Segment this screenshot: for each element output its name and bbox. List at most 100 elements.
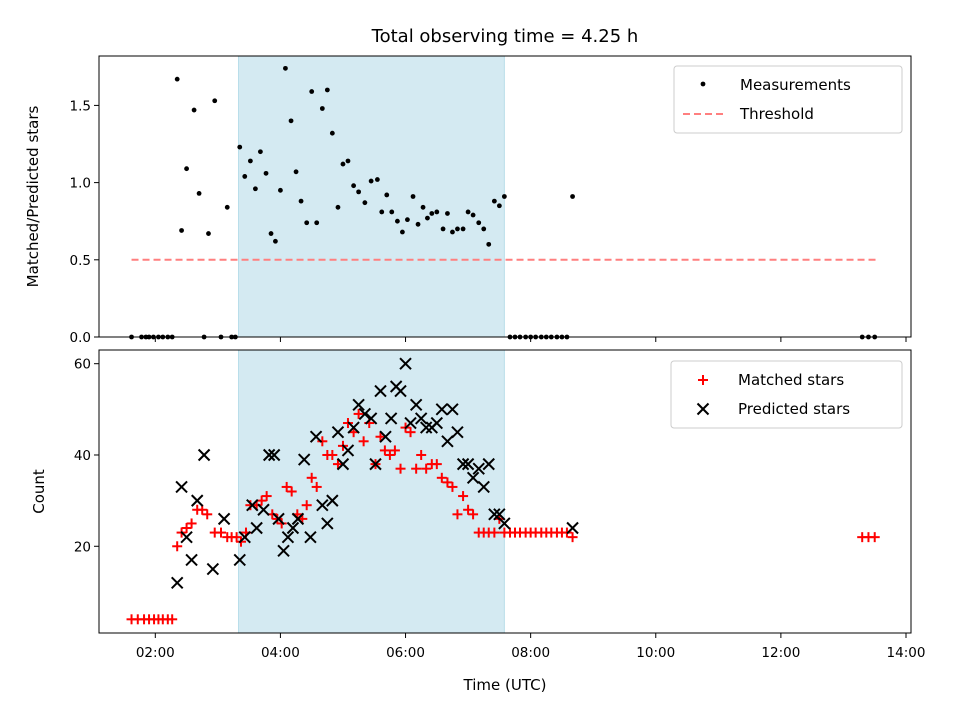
predicted-star-point [321,517,334,530]
count-panel-frame [98,349,912,634]
matched-star-point [286,486,297,497]
matched-star-point [421,463,432,474]
measurement-point [470,212,476,218]
measurement-point [179,228,184,233]
measurement-point [570,194,575,199]
matched-star-point [256,495,267,506]
measurement-point [298,198,304,204]
measurement-point [384,192,390,198]
measurement-point [174,76,180,82]
predicted-star-point [185,553,198,567]
predicted-star-point [206,562,220,576]
y-tick-label: 60 [74,357,91,373]
y-tick-label: 40 [74,448,91,464]
measurement-point [288,118,294,124]
legend-predicted-marker [696,402,710,416]
predicted-star-point [197,448,211,462]
measurement-point [196,191,202,196]
x-tick-label: 04:00 [261,645,300,661]
measurement-point [191,107,197,113]
predicted-star-point [238,530,251,544]
measurement-point [410,194,416,199]
measurement-point [345,158,351,164]
matched-star-point [301,500,312,511]
measurement-point [486,241,492,247]
measurement-point [329,130,335,136]
legend-threshold-label: Threshold [739,105,814,123]
measurement-point [206,231,211,236]
measurement-point [283,65,288,71]
predicted-star-point [409,398,423,411]
matched-star-point [452,509,463,520]
predicted-star-point [441,435,454,448]
ratio-legend: Measurements Threshold [673,65,903,134]
legend-measurements-marker [700,81,706,87]
y-tick-label: 1.0 [70,176,91,192]
measurement-point [252,186,258,192]
measurement-point [481,226,487,232]
x-tick-label: 12:00 [761,645,800,661]
measurement-point [445,211,450,216]
predicted-star-point [170,576,184,589]
matched-star-point [395,463,406,474]
matched-star-point [332,459,343,470]
matched-star-point [442,477,453,488]
predicted-star-point [336,457,350,471]
measurement-point [501,194,507,199]
count-legend-box [670,360,903,429]
predicted-star-point [217,512,231,526]
x-tick-label: 14:00 [887,645,926,661]
measurement-point [460,226,466,232]
predicted-star-point [267,448,281,462]
measurement-point [293,169,299,175]
measurement-point [237,144,243,150]
predicted-star-point [297,453,311,466]
matched-star-point [202,509,213,520]
predicted-star-point [331,425,345,439]
predicted-star-point [233,553,246,567]
matched-star-point [327,449,338,460]
measurement-point [379,209,385,215]
measurement-point [420,204,426,210]
predicted-star-point [175,480,188,494]
legend-predicted-label: Predicted stars [738,400,850,418]
measurement-point [400,229,405,235]
predicted-star-point [180,530,193,544]
predicted-star-point [404,416,417,430]
predicted-star-point [369,457,382,471]
matched-star-point [276,518,287,529]
predicted-star-point [374,384,387,398]
measurement-point [465,209,471,215]
matched-star-point [281,481,292,492]
predicted-star-point [566,521,579,535]
observing-window-span-lower [238,349,505,634]
predicted-star-point [446,403,459,416]
matched-star-point [384,449,395,460]
legend-cross-glyph [696,402,710,416]
x-tick-label: 10:00 [636,645,675,661]
predicted-star-point [414,412,428,425]
count-legend: Matched stars Predicted stars [670,360,903,429]
matched-star-point [375,431,386,442]
predicted-star-point [435,403,449,416]
predicted-star-point [394,384,407,398]
measurement-point [415,221,421,227]
matched-star-point [261,491,272,502]
legend-matched-label: Matched stars [738,371,844,389]
measurement-point [278,187,283,193]
predicted-star-point [358,407,372,421]
measurement-point [309,89,315,94]
measurement-points [129,65,878,340]
measurement-point [476,220,482,226]
measurement-point [496,203,502,209]
measurement-point [324,87,330,93]
measurement-point [304,220,310,226]
measurement-point [319,106,325,111]
matched-star-point [431,459,442,470]
ratio-panel: 0.0 0.5 1.0 1.5 Total observing time = 4.25… [24,26,912,346]
matched-star-point [172,541,183,552]
measurement-point [362,200,368,206]
measurement-point [440,226,446,232]
matched-star-point [869,532,880,543]
